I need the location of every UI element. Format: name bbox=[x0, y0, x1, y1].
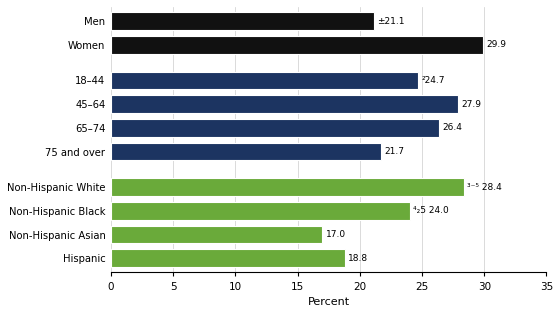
Bar bbox=[111, 143, 381, 160]
Bar bbox=[111, 119, 440, 137]
Text: 29.9: 29.9 bbox=[486, 41, 506, 49]
Text: 17.0: 17.0 bbox=[325, 230, 346, 239]
Bar bbox=[111, 72, 418, 89]
Text: 26.4: 26.4 bbox=[442, 123, 463, 133]
Bar bbox=[111, 249, 345, 267]
Text: ³⁻⁵ 28.4: ³⁻⁵ 28.4 bbox=[468, 183, 502, 192]
Text: 27.9: 27.9 bbox=[461, 100, 481, 109]
Text: ⁴₂5 24.0: ⁴₂5 24.0 bbox=[413, 206, 449, 215]
Bar bbox=[111, 12, 374, 30]
Bar bbox=[111, 95, 458, 113]
Text: ²24.7: ²24.7 bbox=[421, 76, 445, 85]
Bar bbox=[111, 226, 323, 243]
Bar bbox=[111, 178, 464, 196]
Bar bbox=[111, 202, 409, 220]
Text: ±21.1: ±21.1 bbox=[377, 17, 404, 26]
Text: 21.7: 21.7 bbox=[384, 147, 404, 156]
Bar bbox=[111, 36, 483, 54]
X-axis label: Percent: Percent bbox=[307, 297, 350, 307]
Text: 18.8: 18.8 bbox=[348, 254, 368, 263]
